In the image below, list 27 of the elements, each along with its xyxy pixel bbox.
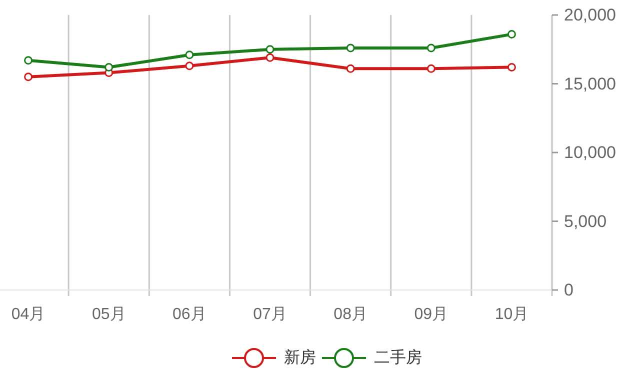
x-tick-label: 09月 [414,306,448,323]
x-tick-label: 05月 [92,306,126,323]
point [24,72,33,82]
point [185,50,194,60]
y-tick-label: 10,000 [564,143,616,162]
point [185,62,194,70]
point [266,53,274,62]
y-tick-label: 15,000 [564,74,616,94]
point [426,64,436,73]
point [104,63,114,72]
x-tick-label: 06月 [172,306,206,323]
point [426,44,436,52]
point [266,45,274,54]
y-tick-label: 0 [564,280,574,300]
y-tick-label: 5,000 [564,212,607,231]
x-tick-label: 10月 [494,306,529,323]
point [507,30,516,38]
x-tick-label: 08月 [334,306,368,323]
point [346,64,355,73]
legend-label: 二手房 [374,348,422,366]
x-tick-label: 07月 [253,306,287,323]
x-tick-label: 04月 [11,306,46,323]
point [24,56,33,65]
point [507,63,516,72]
legend-label: 新房 [284,348,316,366]
point [346,44,355,52]
y-tick-label: 20,000 [564,6,616,24]
